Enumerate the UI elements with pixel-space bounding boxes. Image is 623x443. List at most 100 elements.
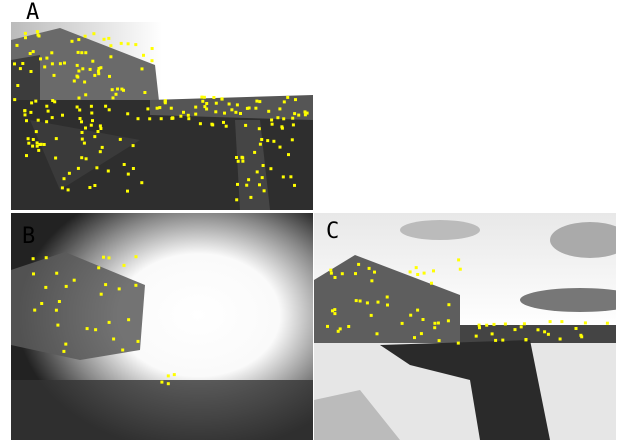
feature-point (260, 138, 264, 141)
feature-point (358, 299, 362, 303)
feature-point (136, 117, 140, 121)
feature-point (258, 100, 262, 104)
feature-point (543, 330, 547, 334)
feature-point (99, 292, 103, 296)
feature-point (522, 322, 526, 326)
feature-point (88, 67, 92, 71)
feature-point (280, 126, 284, 130)
feature-point (110, 88, 114, 92)
feature-point (80, 137, 84, 141)
feature-point (294, 98, 297, 102)
feature-point (357, 262, 361, 266)
feature-point (255, 99, 259, 103)
feature-point (261, 164, 265, 167)
feature-point (143, 91, 147, 94)
feature-point (354, 299, 358, 303)
feature-point (501, 338, 505, 342)
feature-point (245, 106, 249, 110)
feature-point (367, 266, 371, 270)
feature-point (200, 95, 204, 99)
feature-point (95, 166, 99, 170)
photo-c (314, 213, 616, 440)
feature-point (64, 284, 68, 288)
feature-point (75, 105, 79, 109)
feature-point (54, 137, 58, 141)
feature-point (413, 336, 416, 340)
feature-point (485, 323, 489, 327)
feature-point (24, 36, 27, 40)
feature-point (290, 138, 294, 142)
feature-point (172, 373, 176, 377)
feature-point (202, 95, 206, 99)
feature-point (23, 113, 27, 117)
feature-point (45, 104, 49, 108)
feature-point (456, 341, 460, 345)
feature-point (247, 106, 251, 110)
feature-point (433, 321, 437, 325)
feature-point (50, 62, 54, 66)
feature-point (548, 320, 552, 324)
feature-point (84, 51, 88, 55)
feature-point (104, 104, 108, 108)
feature-point (370, 279, 374, 283)
feature-point (25, 154, 28, 158)
feature-point (376, 300, 380, 304)
feature-point (150, 47, 154, 50)
feature-point (61, 113, 64, 117)
feature-point (224, 124, 228, 128)
feature-point (126, 189, 129, 193)
feature-point (58, 62, 62, 66)
feature-point (194, 112, 198, 116)
feature-point (66, 188, 70, 192)
feature-point (89, 104, 93, 108)
feature-point (126, 112, 130, 116)
feature-point (63, 61, 66, 65)
feature-point (291, 116, 295, 120)
feature-point (223, 111, 226, 115)
feature-point (32, 272, 35, 276)
feature-point (107, 320, 111, 324)
feature-point (478, 326, 481, 330)
feature-point (51, 99, 55, 102)
feature-point (117, 287, 121, 291)
feature-point (44, 285, 48, 289)
feature-point (122, 163, 126, 166)
feature-point (134, 255, 138, 259)
feature-point (84, 126, 87, 130)
feature-point (179, 114, 183, 118)
feature-point (408, 270, 412, 274)
feature-point (131, 144, 135, 148)
feature-point (76, 166, 80, 170)
feature-point (583, 321, 587, 325)
feature-point (287, 153, 290, 157)
feature-point (140, 181, 144, 185)
feature-point (333, 308, 337, 312)
feature-point (329, 271, 333, 275)
feature-point (67, 171, 71, 175)
feature-point (98, 150, 102, 154)
feature-point (490, 332, 494, 336)
feature-point (336, 329, 340, 333)
feature-point (240, 155, 244, 159)
feature-point (116, 87, 119, 91)
feature-point (27, 141, 31, 145)
feature-point (33, 308, 37, 312)
feature-point (134, 43, 138, 47)
feature-point (369, 313, 373, 317)
feature-point (257, 127, 261, 131)
feature-point (70, 39, 74, 43)
feature-point (84, 157, 88, 161)
feature-point (260, 176, 264, 180)
feature-point (136, 339, 140, 343)
feature-point (72, 278, 76, 282)
feature-point (126, 42, 130, 46)
feature-point (43, 65, 47, 69)
feature-point (210, 122, 214, 126)
feature-point (34, 99, 38, 103)
feature-point (107, 108, 111, 112)
feature-point (198, 122, 202, 126)
feature-point (91, 59, 95, 63)
feature-point (258, 142, 262, 146)
feature-point (458, 267, 462, 271)
feature-point (90, 111, 94, 115)
